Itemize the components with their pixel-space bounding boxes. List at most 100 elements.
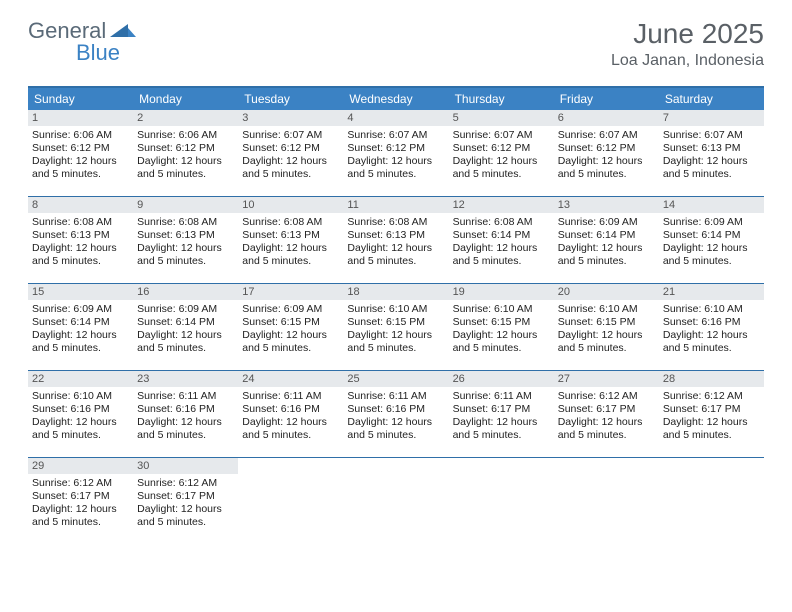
daylight-text: Daylight: 12 hours and 5 minutes.	[242, 329, 339, 355]
day-cell: 5 Sunrise: 6:07 AMSunset: 6:12 PMDaylight…	[449, 110, 554, 196]
sunrise-text: Sunrise: 6:08 AM	[137, 216, 234, 229]
sunrise-text: Sunrise: 6:11 AM	[137, 390, 234, 403]
sunrise-text: Sunrise: 6:12 AM	[137, 477, 234, 490]
daylight-text: Daylight: 12 hours and 5 minutes.	[347, 329, 444, 355]
daylight-text: Daylight: 12 hours and 5 minutes.	[32, 503, 129, 529]
sunset-text: Sunset: 6:14 PM	[453, 229, 550, 242]
day-cell: 7Sunrise: 6:07 AMSunset: 6:13 PMDaylight…	[659, 110, 764, 196]
sunrise-text: Sunrise: 6:07 AM	[558, 129, 655, 142]
day-cell: 25Sunrise: 6:11 AMSunset: 6:16 PMDayligh…	[343, 371, 448, 457]
day-cell: 27Sunrise: 6:12 AMSunset: 6:17 PMDayligh…	[554, 371, 659, 457]
daylight-text: Daylight: 12 hours and 5 minutes.	[32, 242, 129, 268]
day-number: 26	[449, 371, 554, 387]
day-number: 5	[449, 110, 554, 126]
week-row: 22Sunrise: 6:10 AMSunset: 6:16 PMDayligh…	[28, 371, 764, 458]
sunrise-text: Sunrise: 6:09 AM	[242, 303, 339, 316]
day-cell: 15Sunrise: 6:09 AMSunset: 6:14 PMDayligh…	[28, 284, 133, 370]
day-cell: 17 Sunrise: 6:09 AMSunset: 6:15 PMDayligh…	[238, 284, 343, 370]
sunrise-text: Sunrise: 6:10 AM	[347, 303, 444, 316]
day-info: Sunrise: 6:12 AMSunset: 6:17 PMDaylight:…	[137, 477, 234, 530]
day-number: 8	[28, 197, 133, 213]
day-number: 30	[133, 458, 238, 474]
sunrise-text: Sunrise: 6:08 AM	[347, 216, 444, 229]
day-cell: 10Sunrise: 6:08 AMSunset: 6:13 PMDayligh…	[238, 197, 343, 283]
daylight-text: Daylight: 12 hours and 5 minutes.	[453, 416, 550, 442]
daylight-text: Daylight: 12 hours and 5 minutes.	[663, 329, 760, 355]
day-info: Sunrise: 6:10 AMSunset: 6:16 PMDaylight:…	[663, 303, 760, 356]
day-cell: 16 Sunrise: 6:09 AMSunset: 6:14 PMDayligh…	[133, 284, 238, 370]
day-info: Sunrise: 6:12 AMSunset: 6:17 PMDaylight:…	[558, 390, 655, 443]
day-info: Sunrise: 6:08 AMSunset: 6:13 PMDaylight:…	[137, 216, 234, 269]
sunrise-text: Sunrise: 6:07 AM	[347, 129, 444, 142]
sunset-text: Sunset: 6:12 PM	[137, 142, 234, 155]
day-number: 16	[133, 284, 238, 300]
sunset-text: Sunset: 6:16 PM	[347, 403, 444, 416]
sunset-text: Sunset: 6:13 PM	[242, 229, 339, 242]
daylight-text: Daylight: 12 hours and 5 minutes.	[663, 155, 760, 181]
daylight-text: Daylight: 12 hours and 5 minutes.	[32, 416, 129, 442]
daylight-text: Daylight: 12 hours and 5 minutes.	[663, 416, 760, 442]
empty-day-cell	[554, 458, 659, 544]
sunrise-text: Sunrise: 6:10 AM	[663, 303, 760, 316]
header: General Blue June 2025 Loa Janan, Indone…	[0, 0, 792, 78]
daylight-text: Daylight: 12 hours and 5 minutes.	[137, 329, 234, 355]
sunrise-text: Sunrise: 6:08 AM	[453, 216, 550, 229]
daylight-text: Daylight: 12 hours and 5 minutes.	[137, 503, 234, 529]
sunset-text: Sunset: 6:17 PM	[453, 403, 550, 416]
day-number: 2	[133, 110, 238, 126]
day-cell: 8 Sunrise: 6:08 AMSunset: 6:13 PMDaylight…	[28, 197, 133, 283]
day-number: 23	[133, 371, 238, 387]
empty-day-cell	[659, 458, 764, 544]
day-number: 13	[554, 197, 659, 213]
daylight-text: Daylight: 12 hours and 5 minutes.	[137, 242, 234, 268]
daylight-text: Daylight: 12 hours and 5 minutes.	[347, 155, 444, 181]
day-number: 19	[449, 284, 554, 300]
sunrise-text: Sunrise: 6:07 AM	[453, 129, 550, 142]
day-number: 24	[238, 371, 343, 387]
sunset-text: Sunset: 6:17 PM	[663, 403, 760, 416]
daylight-text: Daylight: 12 hours and 5 minutes.	[453, 155, 550, 181]
daylight-text: Daylight: 12 hours and 5 minutes.	[242, 242, 339, 268]
daylight-text: Daylight: 12 hours and 5 minutes.	[558, 329, 655, 355]
day-number: 28	[659, 371, 764, 387]
week-row: 29Sunrise: 6:12 AMSunset: 6:17 PMDayligh…	[28, 458, 764, 544]
daylight-text: Daylight: 12 hours and 5 minutes.	[558, 416, 655, 442]
sunset-text: Sunset: 6:15 PM	[242, 316, 339, 329]
sunset-text: Sunset: 6:16 PM	[32, 403, 129, 416]
day-info: Sunrise: 6:09 AMSunset: 6:14 PMDaylight:…	[137, 303, 234, 356]
day-cell: 24Sunrise: 6:11 AMSunset: 6:16 PMDayligh…	[238, 371, 343, 457]
weekday-label: Thursday	[449, 88, 554, 110]
day-cell: 19 Sunrise: 6:10 AMSunset: 6:15 PMDayligh…	[449, 284, 554, 370]
day-cell: 1Sunrise: 6:06 AMSunset: 6:12 PMDaylight…	[28, 110, 133, 196]
weekday-label: Monday	[133, 88, 238, 110]
day-number: 22	[28, 371, 133, 387]
day-info: Sunrise: 6:12 AMSunset: 6:17 PMDaylight:…	[32, 477, 129, 530]
sunrise-text: Sunrise: 6:09 AM	[663, 216, 760, 229]
day-number: 29	[28, 458, 133, 474]
sunset-text: Sunset: 6:12 PM	[453, 142, 550, 155]
brand-word-2: Blue	[76, 40, 120, 66]
day-number: 12	[449, 197, 554, 213]
day-info: Sunrise: 6:10 AMSunset: 6:15 PMDaylight:…	[347, 303, 444, 356]
empty-day-cell	[238, 458, 343, 544]
sunset-text: Sunset: 6:14 PM	[558, 229, 655, 242]
day-info: Sunrise: 6:06 AMSunset: 6:12 PMDaylight:…	[137, 129, 234, 182]
day-number: 1	[28, 110, 133, 126]
day-cell: 14Sunrise: 6:09 AMSunset: 6:14 PMDayligh…	[659, 197, 764, 283]
sunset-text: Sunset: 6:16 PM	[663, 316, 760, 329]
sunrise-text: Sunrise: 6:07 AM	[242, 129, 339, 142]
day-cell: 2 Sunrise: 6:06 AMSunset: 6:12 PMDaylight…	[133, 110, 238, 196]
day-number: 17	[238, 284, 343, 300]
day-info: Sunrise: 6:08 AMSunset: 6:13 PMDaylight:…	[32, 216, 129, 269]
weekday-label: Tuesday	[238, 88, 343, 110]
title-block: June 2025 Loa Janan, Indonesia	[611, 18, 764, 70]
week-row: 1Sunrise: 6:06 AMSunset: 6:12 PMDaylight…	[28, 110, 764, 197]
daylight-text: Daylight: 12 hours and 5 minutes.	[347, 242, 444, 268]
week-row: 8Sunrise: 6:08 AMSunset: 6:13 PMDaylight…	[28, 197, 764, 284]
sunrise-text: Sunrise: 6:07 AM	[663, 129, 760, 142]
sunset-text: Sunset: 6:15 PM	[558, 316, 655, 329]
day-info: Sunrise: 6:10 AMSunset: 6:15 PMDaylight:…	[453, 303, 550, 356]
day-number: 14	[659, 197, 764, 213]
sunset-text: Sunset: 6:14 PM	[137, 316, 234, 329]
daylight-text: Daylight: 12 hours and 5 minutes.	[453, 242, 550, 268]
